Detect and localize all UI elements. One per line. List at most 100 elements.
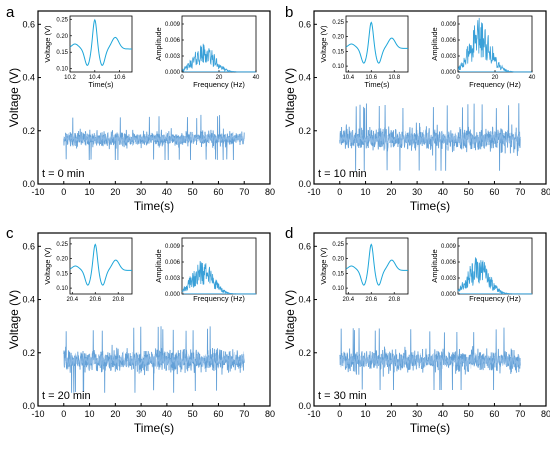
x-tick-label: 60 (213, 187, 223, 197)
y-tick-label: 0.0 (22, 401, 35, 411)
x-tick-label: 30 (412, 187, 422, 197)
inset-waveform: 10.2 10.4 10.6 0.10 0.15 0.20 0.25 Time(s) Volta… (43, 15, 133, 89)
inset-spectrum-frame (457, 15, 533, 73)
y-tick-label: 0.0 (298, 179, 311, 189)
x-tick-label: 40 (162, 409, 172, 419)
signal-trace-core (63, 131, 245, 146)
y-tick-label: 0.6 (298, 19, 311, 29)
inset-x-tick-label: 10.6 (114, 75, 126, 81)
x-tick-label: 20 (110, 187, 120, 197)
time-annotation: t = 30 min (318, 390, 367, 402)
x-tick-label: 20 (386, 409, 396, 419)
x-tick-label: -10 (307, 187, 320, 197)
inset-waveform-frame (69, 237, 133, 295)
signal-trace-core (63, 351, 245, 370)
inset-y-tick-label: 0.20 (332, 35, 344, 41)
inset-waveform: 20.4 20.6 20.8 0.10 0.15 0.20 0.25 Voltage (V) (319, 237, 409, 303)
inset-x-tick-label: 20 (216, 75, 223, 81)
x-tick-label: 20 (386, 187, 396, 197)
panel-c: c -10 0 10 20 30 40 50 60 70 80 0.0 0.2 0.4 0.6 Time(s)… (6, 225, 275, 435)
x-tick-label: 80 (265, 409, 275, 419)
inset-y-tick-label: 0.25 (332, 242, 344, 248)
y-axis-label: Voltage (V) (283, 68, 297, 127)
y-tick-label: 0.4 (298, 73, 311, 83)
inset-y-tick-label: 0.15 (332, 271, 344, 277)
signal-trace (339, 327, 521, 391)
inset-x-tick-label: 20.8 (112, 297, 124, 303)
inset-x-tick-label: 20.6 (89, 297, 101, 303)
inset-y-tick-label: 0.20 (56, 257, 68, 263)
inset-waveform: 10.4 10.6 10.8 0.10 0.15 0.20 0.25 Time(s) Volta… (319, 15, 409, 89)
inset-x-tick-label: 20.6 (365, 297, 377, 303)
panel-letter: d (285, 225, 293, 242)
inset-y-tick-label: 0.25 (56, 242, 68, 248)
y-tick-label: 0.6 (298, 241, 311, 251)
y-tick-label: 0.0 (22, 179, 35, 189)
inset-y-tick-label: 0.000 (165, 292, 181, 298)
panel-a: a -10 0 10 20 30 40 50 60 70 80 0.0 0.2 0.4 0.6 Time(s)… (6, 4, 275, 213)
plot-frame (37, 232, 271, 407)
inset-y-tick-label: 0.15 (56, 271, 68, 277)
plot-frame (313, 10, 547, 185)
inset-y-label: Amplitude (430, 27, 439, 60)
inset-y-tick-label: 0.10 (332, 64, 344, 70)
inset-y-tick-label: 0.003 (441, 54, 457, 60)
x-axis-label: Time(s) (134, 199, 174, 213)
y-tick-label: 0.6 (22, 19, 35, 29)
inset-y-label: Amplitude (430, 249, 439, 282)
time-annotation: t = 10 min (318, 168, 367, 180)
inset-waveform-frame (345, 237, 409, 295)
inset-x-tick-label: 20.4 (342, 297, 354, 303)
x-tick-label: 30 (136, 409, 146, 419)
y-tick-label: 0.4 (22, 295, 35, 305)
x-tick-label: 0 (337, 409, 342, 419)
inset-y-tick-label: 0.009 (441, 244, 457, 250)
x-tick-label: 10 (361, 187, 371, 197)
y-axis-label: Voltage (V) (7, 290, 21, 349)
inset-y-tick-label: 0.10 (332, 286, 344, 292)
x-tick-label: 40 (438, 409, 448, 419)
x-tick-label: 60 (213, 409, 223, 419)
x-tick-label: 0 (337, 187, 342, 197)
y-tick-label: 0.4 (298, 295, 311, 305)
inset-x-tick-label: 20 (492, 75, 499, 81)
inset-x-label: Frequency (Hz) (469, 294, 521, 303)
inset-spectrum: 0 20 40 0.000 0.003 0.006 0.009 Frequency (Hz) A… (154, 15, 260, 89)
x-tick-label: 80 (265, 187, 275, 197)
inset-x-label: Frequency (Hz) (469, 80, 521, 89)
inset-y-label: Amplitude (154, 249, 163, 282)
x-tick-label: 30 (136, 187, 146, 197)
inset-x-label: Time(s) (364, 80, 390, 89)
y-tick-label: 0.2 (22, 126, 35, 136)
inset-y-label: Voltage (V) (319, 25, 328, 63)
inset-x-tick-label: 0 (180, 75, 184, 81)
inset-x-tick-label: 10.2 (64, 75, 76, 81)
inset-y-tick-label: 0.10 (56, 67, 68, 73)
inset-x-tick-label: 40 (529, 75, 536, 81)
x-tick-label: 50 (464, 409, 474, 419)
x-tick-label: 10 (85, 409, 95, 419)
x-axis-label: Time(s) (410, 199, 450, 213)
x-tick-label: 80 (541, 409, 550, 419)
inset-y-tick-label: 0.006 (441, 260, 457, 266)
inset-x-tick-label: 10.4 (342, 75, 354, 81)
y-axis-label: Voltage (V) (7, 68, 21, 127)
x-tick-label: -10 (31, 187, 44, 197)
inset-y-tick-label: 0.000 (441, 70, 457, 76)
inset-y-tick-label: 0.15 (56, 50, 68, 56)
inset-y-tick-label: 0.25 (332, 20, 344, 26)
y-tick-label: 0.2 (298, 126, 311, 136)
y-tick-label: 0.2 (22, 348, 35, 358)
inset-y-label: Voltage (V) (43, 25, 52, 63)
x-tick-label: 10 (361, 409, 371, 419)
x-tick-label: 0 (61, 187, 66, 197)
x-axis-label: Time(s) (134, 421, 174, 435)
x-tick-label: 70 (515, 187, 525, 197)
inset-y-tick-label: 0.000 (165, 70, 181, 76)
inset-y-label: Voltage (V) (319, 247, 328, 285)
inset-y-tick-label: 0.20 (56, 34, 68, 40)
inset-x-tick-label: 20.8 (388, 297, 400, 303)
x-tick-label: 20 (110, 409, 120, 419)
inset-x-label: Frequency (Hz) (193, 294, 245, 303)
